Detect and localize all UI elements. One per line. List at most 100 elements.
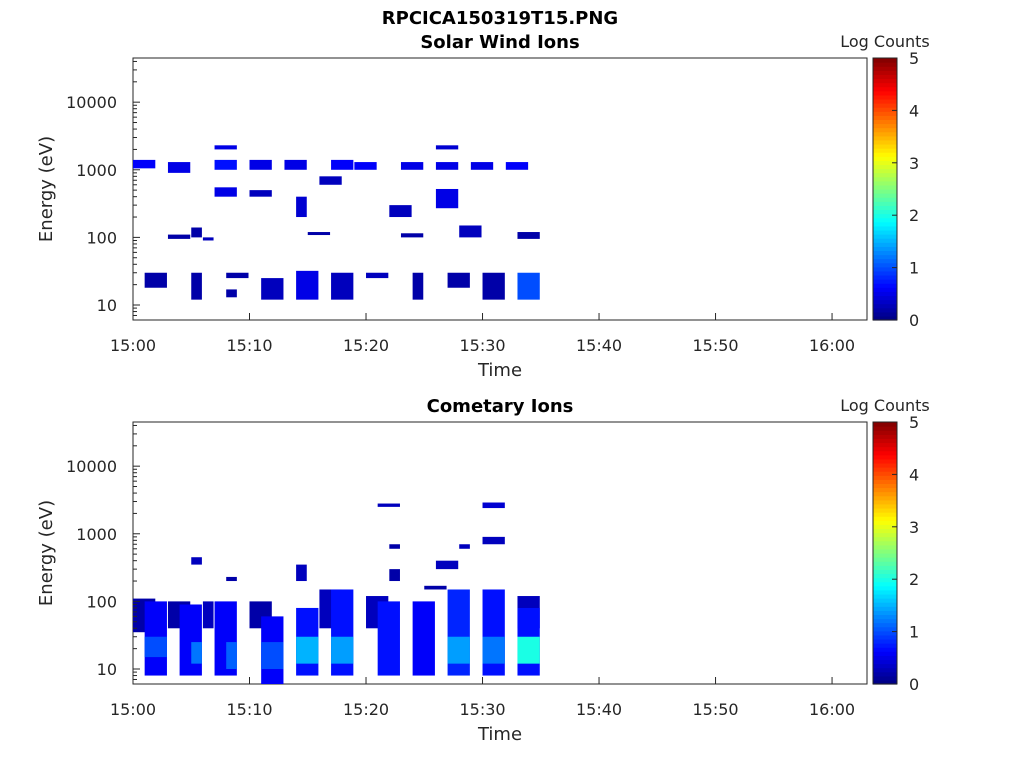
colorbar-step [873,598,897,603]
colorbar-tick-label: 3 [909,154,919,173]
cometary-colorbar-label: Log Counts [840,396,930,415]
colorbar-step [873,127,897,133]
colorbar-step [873,491,897,497]
colorbar-step [873,58,897,63]
data-cell [400,162,424,170]
data-cell [296,270,319,300]
colorbar-step [873,532,897,538]
colorbar-step [873,201,897,206]
colorbar-step [873,172,897,178]
colorbar-step [873,610,897,616]
cometary-ylabel: Energy (eV) [36,500,57,606]
colorbar-step [873,193,897,198]
data-cell [400,233,424,238]
data-cell [307,232,331,236]
data-cell [412,601,435,676]
colorbar-step [873,446,897,452]
colorbar-step [873,618,897,624]
data-cell [482,272,505,300]
data-cell [412,272,424,300]
data-cell [284,159,307,170]
cometary-x-ticks: 15:00 15:10 15:20 15:30 15:40 15:50 16:00 [110,677,855,719]
colorbar-step [873,70,897,75]
colorbar-step [873,209,897,215]
colorbar-step [873,536,897,542]
solar-wind-xlabel: Time [477,360,522,381]
y-tick-label: 1000 [76,525,117,544]
colorbar-step [873,262,897,268]
data-cell [435,162,459,170]
colorbar-step [873,111,897,116]
colorbar-step [873,561,897,566]
x-tick-label: 15:50 [692,700,738,719]
colorbar-tick-label: 3 [909,518,919,537]
colorbar-step [873,107,897,112]
colorbar-step [873,303,897,309]
colorbar-step [873,274,897,280]
colorbar-step [873,221,897,227]
data-cell [167,162,191,173]
colorbar-step [873,499,897,505]
data-cell [435,145,459,150]
x-tick-label: 15:40 [576,700,622,719]
data-cell [226,642,237,670]
data-cell [214,159,237,170]
colorbar-step [873,123,897,129]
solar-wind-ylabel: Energy (eV) [36,136,57,242]
y-tick-label: 10000 [66,457,117,476]
colorbar-step [873,135,897,141]
colorbar-step [873,528,897,534]
colorbar-step [873,426,897,431]
cometary-colorbar: 0 1 2 3 4 5 [872,413,919,694]
colorbar-step [873,217,897,223]
colorbar-step [873,180,897,186]
colorbar-step [873,495,897,501]
colorbar-step [873,90,897,96]
data-cell [296,564,307,582]
colorbar-step [873,242,897,247]
x-tick-label: 15:10 [226,336,272,355]
colorbar-step [873,299,897,305]
y-tick-label: 100 [86,228,117,247]
colorbar-step [873,205,897,211]
colorbar-step [873,291,897,297]
solar-wind-cells [133,145,540,300]
colorbar-step [873,577,897,583]
colorbar-step [873,667,897,673]
x-tick-label: 15:20 [343,700,389,719]
data-cell [191,227,202,238]
data-cell [517,232,540,239]
data-cell [202,601,214,629]
data-cell [366,272,389,279]
colorbar-step [873,557,897,562]
data-cell [226,272,249,279]
colorbar-step [873,675,897,681]
colorbar-step [873,483,897,489]
colorbar-tick-label: 1 [909,623,919,642]
colorbar-step [873,148,897,153]
colorbar-step [873,254,897,260]
colorbar-step [873,479,897,485]
solar-wind-colorbar: 0 1 2 3 4 5 [872,49,919,330]
colorbar-step [873,651,897,656]
colorbar-step [873,638,897,644]
colorbar-step [873,565,897,570]
colorbar-step [873,119,897,125]
colorbar-step [873,74,897,80]
colorbar-step [873,450,897,456]
colorbar-step [873,279,897,284]
data-cell [144,636,167,658]
colorbar-step [873,679,897,685]
data-cell [226,576,237,582]
colorbar-step [873,422,897,427]
colorbar-step [873,487,897,493]
colorbar-tick-label: 0 [909,675,919,694]
data-cell [296,636,319,664]
colorbar-step [873,66,897,71]
cometary-title: Cometary Ions [427,396,574,417]
data-cell [167,234,191,239]
colorbar-step [873,553,897,558]
colorbar-step [873,581,897,587]
